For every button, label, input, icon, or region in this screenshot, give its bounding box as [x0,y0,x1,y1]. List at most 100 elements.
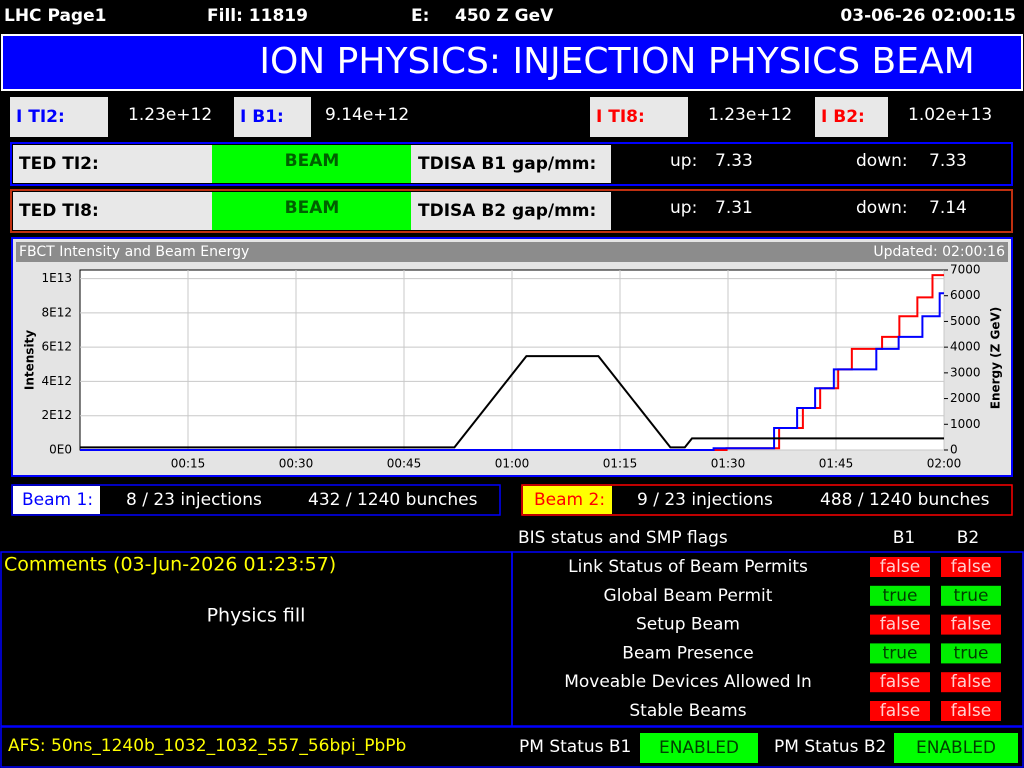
label-box [815,97,888,137]
y-tick-label: 1E13 [42,271,73,285]
flag-value: false [951,615,991,635]
flag-box [870,614,930,635]
pm-state-box [640,733,758,763]
beam-label: Beam 2: [534,490,605,510]
beam-row-border [521,484,1013,516]
ted-row-border [10,142,1013,186]
y2-tick-label: 7000 [950,263,981,277]
y2-tick-label: 0 [950,443,958,457]
intensity-value: 9.14e+12 [325,105,409,125]
bis-flags: Link Status of Beam Permits false false Glo… [564,557,1001,721]
y2-tick-label: 2000 [950,391,981,405]
intensity-label: I TI8: [596,107,645,127]
beam-injections: 8 / 23 injections [126,490,262,510]
up-value: 7.31 [715,198,753,218]
chart-updated: Updated: 02:00:16 [873,244,1005,260]
x-tick-label: 01:15 [603,457,638,471]
up-label: up: [670,198,697,218]
y-tick-label: 6E12 [42,340,73,354]
x-tick-label: 01:45 [819,457,854,471]
series-line [80,355,944,449]
x-tick-label: 00:45 [387,457,422,471]
intensity-label: I B1: [240,107,284,127]
y2-tick-label: 3000 [950,365,981,379]
page-name: LHC Page1 [4,6,106,26]
banner-box [1,34,1023,91]
flag-box [870,672,930,693]
plot: 00:15 00:30 00:45 01:00 01:15 01:30 01:45 02:00… [42,263,981,471]
y2-tick-label: 6000 [950,288,981,302]
flag-value: true [883,586,918,606]
x-tick-label: 02:00 [927,457,962,471]
intensity-label: I B2: [821,107,865,127]
up-value: 7.33 [715,151,753,171]
flag-box [941,557,1001,577]
down-value: 7.33 [929,151,967,171]
flag-value: true [883,643,918,663]
x-tick-label: 01:00 [495,457,530,471]
bis-label: Beam Presence [622,643,753,663]
y2-tick-label: 4000 [950,340,981,354]
y-axis-label: Intensity [23,330,37,390]
x-tick-label: 01:30 [711,457,746,471]
flag-value: false [951,672,991,692]
beam-label-box [523,486,612,514]
comments-text: Physics fill [207,605,306,627]
flag-value: false [951,557,991,577]
down-label: down: [856,151,908,171]
ted-state-box [212,145,411,183]
y-tick-label: 0E0 [49,443,72,457]
flag-value: false [880,672,920,692]
afs: AFS: 50ns_1240b_1032_1032_557_56bpi_PbPb [8,736,406,756]
bis-label: Global Beam Permit [604,586,773,606]
intensity-label: I TI2: [16,107,65,127]
pm-state-box [894,733,1018,763]
footer-panel [0,726,1024,768]
down-label: down: [856,198,908,218]
pm-label: PM Status B2 [774,737,886,757]
intensity-value: 1.23e+12 [708,105,792,125]
intensity-value: 1.02e+13 [908,105,992,125]
pm-label: PM Status B1 [519,737,631,757]
ted-state: BEAM [285,198,340,218]
bis-label: Setup Beam [636,615,740,635]
comments-title: Comments (03-Jun-2026 01:23:57) [4,554,336,576]
pm-state: ENABLED [916,738,996,758]
beam-injections: 9 / 23 injections [637,490,773,510]
timestamp: 03-06-26 02:00:15 [840,6,1016,26]
ted-state-box [212,192,411,230]
bis-label: Link Status of Beam Permits [568,557,808,577]
label-box [10,97,108,137]
flag-box [870,557,930,577]
bis-panel [511,551,1024,727]
ted-label: TED TI2: [19,154,99,174]
flag-value: false [880,557,920,577]
flag-box [941,672,1001,693]
beam-label: Beam 1: [22,490,93,510]
ted-state: BEAM [285,151,340,171]
beam-bunches: 488 / 1240 bunches [820,490,990,510]
y-tick-label: 4E12 [42,374,73,388]
y-tick-label: 8E12 [42,305,73,319]
flag-box [941,585,1001,606]
intensity-value: 1.23e+12 [128,105,212,125]
chart-title-bar [16,242,1008,262]
pm-state: ENABLED [659,738,739,758]
y-tick-label: 2E12 [42,408,73,422]
beam-row-border [11,484,501,516]
chart-title: FBCT Intensity and Beam Energy [19,244,249,260]
y2-tick-label: 1000 [950,417,981,431]
flag-box [941,701,1001,721]
fill: Fill: 11819 [207,6,308,26]
energy-label: E: [411,6,429,26]
up-label: up: [670,151,697,171]
tdisa-label: TDISA B2 gap/mm: [418,201,596,221]
bis-label: Moveable Devices Allowed In [564,672,812,692]
flag-box [870,701,930,721]
label-box [13,145,212,183]
label-box [234,97,311,137]
beam-bunches: 432 / 1240 bunches [308,490,478,510]
bis-title: BIS status and SMP flags [518,528,728,548]
